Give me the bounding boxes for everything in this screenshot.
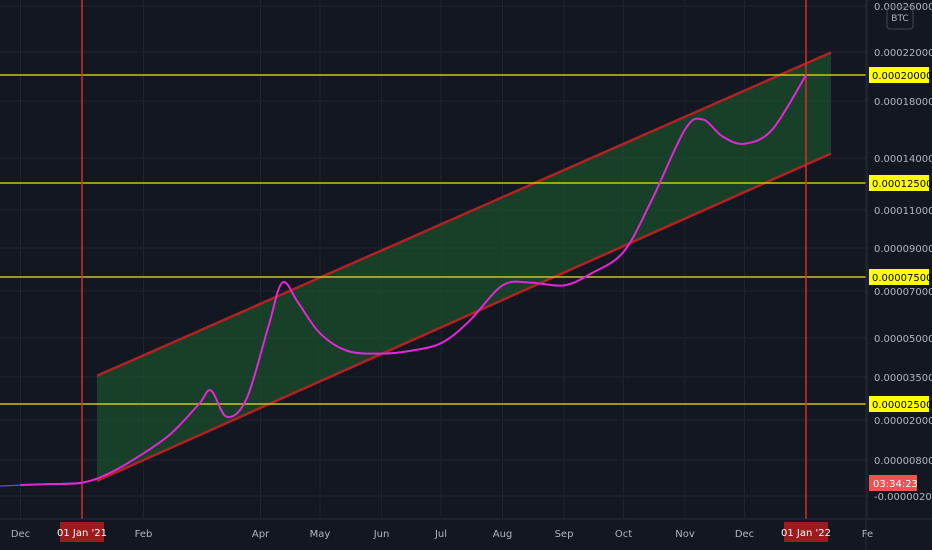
channel-fill: [97, 52, 831, 481]
x-marker-badge-1: [60, 522, 104, 542]
y-axis: 0.000260000.000220000.000180000.00014000…: [874, 2, 932, 503]
y-tick-label-4: 0.00011000: [874, 206, 932, 217]
channel-lower-line[interactable]: [96, 152, 832, 482]
x-tick-label-7: Aug: [493, 529, 513, 540]
x-tick-label-10: Nov: [675, 529, 695, 540]
currency-badge[interactable]: BTC: [886, 6, 914, 30]
level-badge-3: [869, 396, 929, 412]
x-tick-label-8: Sep: [555, 529, 574, 540]
channel: [96, 51, 832, 482]
x-tick-label-1: 01 Jan '21: [57, 528, 107, 539]
x-tick-label-11: Dec: [735, 529, 754, 540]
level-badge-label-2: 0.00007500: [872, 273, 932, 284]
level-badge-label-0: 0.00020000: [872, 71, 932, 82]
price-series: [0, 74, 807, 487]
x-tick-label-0: Dec: [11, 529, 30, 540]
y-tick-label-11: -0.00000200: [874, 492, 932, 503]
y-tick-label-7: 0.00005000: [874, 334, 932, 345]
y-tick-label-5: 0.00009000: [874, 244, 932, 255]
y-tick-label-3: 0.00014000: [874, 154, 932, 165]
y-tick-label-9: 0.00002000: [874, 416, 932, 427]
price-line: [20, 74, 807, 487]
level-badge-2: [869, 269, 929, 285]
level-badge-1: [869, 175, 929, 191]
y-tick-label-8: 0.00003500: [874, 373, 932, 384]
y-tick-label-6: 0.00007000: [874, 287, 932, 298]
level-badge-label-1: 0.00012500: [872, 179, 932, 190]
y-tick-label-2: 0.00018000: [874, 97, 932, 108]
x-tick-label-4: May: [310, 529, 331, 540]
level-badge-0: [869, 67, 929, 83]
vertical-markers: [81, 0, 807, 519]
price-badges: 0.00020000 0.00012500 0.00007500 0.00002500…: [869, 67, 932, 491]
x-marker-badge-12: [784, 522, 828, 542]
x-tick-label-3: Apr: [252, 529, 270, 540]
x-tick-label-9: Oct: [615, 529, 632, 540]
x-tick-label-2: Feb: [135, 529, 153, 540]
currency-label: BTC: [891, 14, 908, 24]
x-tick-label-13: Fe: [862, 529, 873, 540]
x-axis: Dec 01 Jan '21 Feb Apr May Jun Jul Aug Sep Oct Nov…: [11, 522, 873, 542]
horizontal-levels: [0, 74, 866, 405]
y-tick-label-1: 0.00022000: [874, 48, 932, 59]
channel-upper-line[interactable]: [96, 51, 832, 377]
x-tick-label-6: Jul: [434, 529, 447, 540]
countdown-badge: [869, 475, 917, 491]
y-tick-label-10: 0.00000800: [874, 456, 932, 467]
x-tick-label-5: Jun: [373, 529, 390, 540]
countdown-label: 03:34:23: [873, 479, 918, 490]
x-tick-label-12: 01 Jan '22: [781, 528, 831, 539]
level-badge-label-3: 0.00002500: [872, 400, 932, 411]
